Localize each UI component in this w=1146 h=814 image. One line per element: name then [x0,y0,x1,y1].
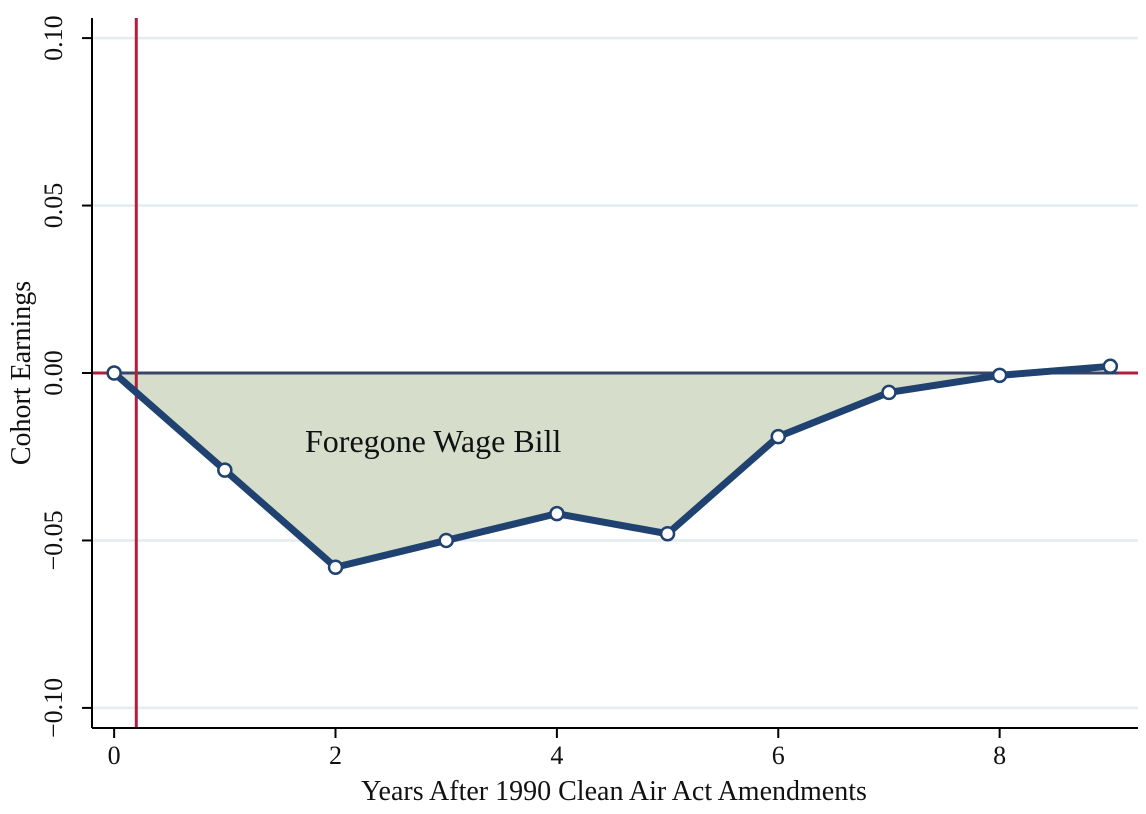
y-tick-label: 0.05 [39,183,68,229]
data-point [106,365,122,381]
data-point [327,559,344,575]
x-tick-label: 4 [550,741,563,770]
foregone-wage-bill-area [114,373,1000,568]
y-tick-label: 0.10 [39,15,68,61]
x-tick-label: 0 [108,741,121,770]
foregone-wage-bill-label: Foregone Wage Bill [305,423,561,459]
x-axis-title: Years After 1990 Clean Air Act Amendment… [361,776,867,807]
x-tick-label: 2 [329,741,342,770]
x-tick-label: 6 [772,741,785,770]
y-tick-label: 0.00 [39,350,68,396]
data-point [991,367,1008,384]
y-axis-title: Cohort Earnings [6,281,37,465]
data-point [549,505,565,522]
series-layer [106,358,1119,575]
axes: 0.10 0.05 0.00 −0.05 −0.10 0 2 4 6 8 [39,15,1138,770]
x-tick-label: 8 [993,741,1006,770]
data-point [659,526,676,542]
data-point [438,532,454,549]
series-line [110,362,1114,571]
data-point [1102,358,1119,375]
data-point [217,462,233,478]
data-point [770,428,787,445]
data-point [881,384,897,401]
y-tick-label: −0.10 [39,678,68,738]
y-tick-label: −0.05 [39,510,68,570]
